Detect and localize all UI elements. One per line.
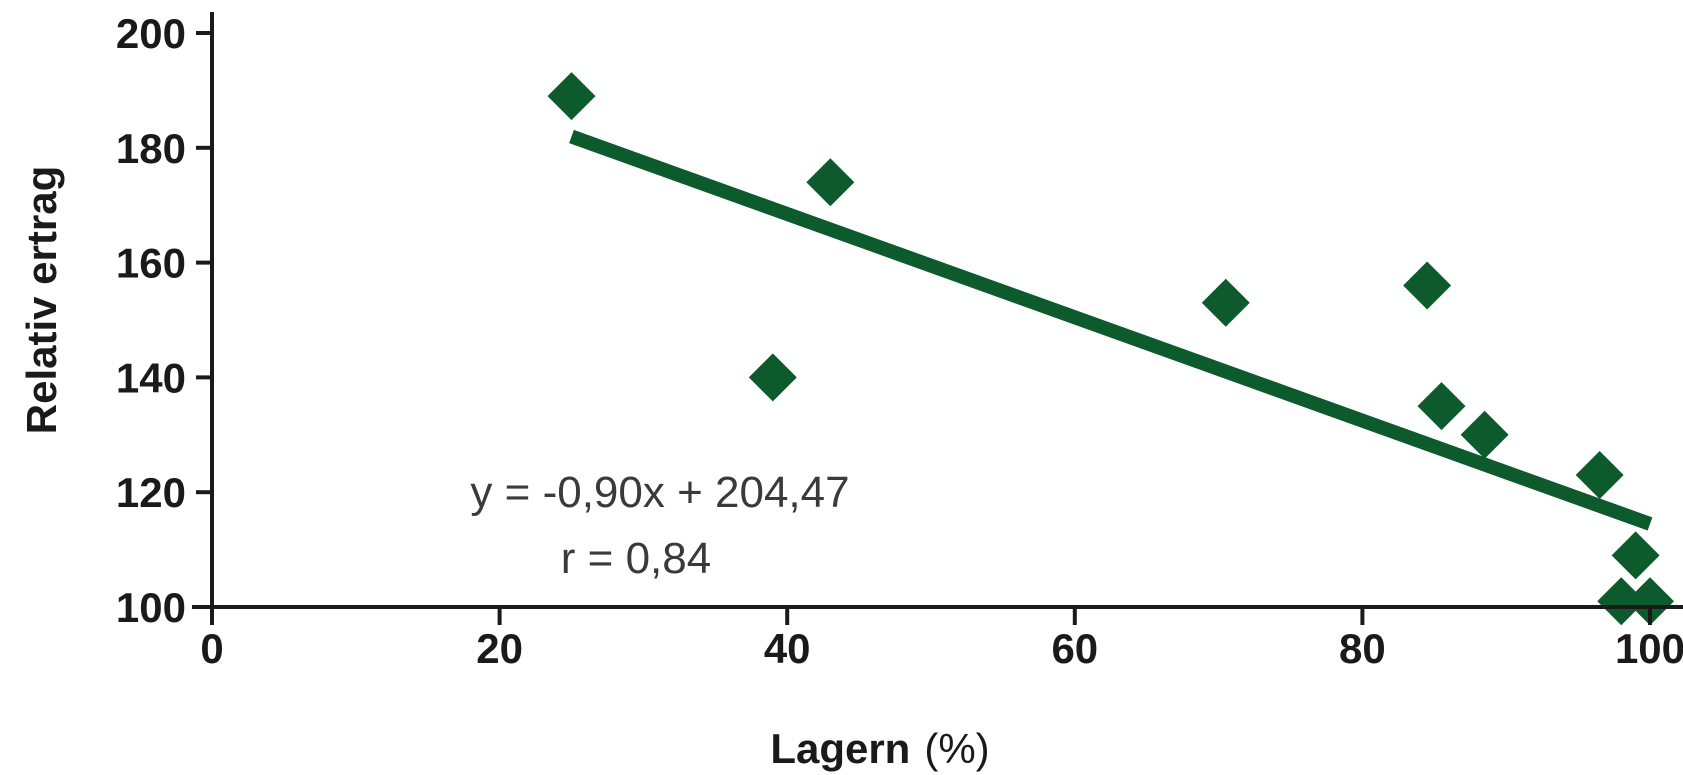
data-point — [1201, 278, 1250, 327]
x-tick-label: 20 — [476, 625, 523, 672]
x-axis-title: Lagern (%) — [770, 725, 989, 772]
data-points-layer — [547, 72, 1674, 626]
y-tick-label: 140 — [116, 354, 186, 401]
data-point — [1403, 261, 1452, 310]
y-tick-label: 160 — [116, 240, 186, 287]
data-point — [748, 353, 797, 402]
y-tick-label: 100 — [116, 584, 186, 631]
trendline — [569, 129, 1653, 531]
data-point — [1417, 382, 1466, 431]
data-point — [1611, 531, 1660, 580]
x-axis-unit: (%) — [924, 725, 989, 772]
x-axis-label: Lagern — [770, 725, 910, 772]
data-point — [1460, 410, 1509, 459]
x-tick-label: 80 — [1339, 625, 1386, 672]
data-point — [1575, 450, 1624, 499]
data-point — [547, 72, 596, 121]
data-point — [1626, 577, 1674, 626]
y-tick-label: 180 — [116, 125, 186, 172]
regression-equation: y = -0,90x + 204,47 — [470, 468, 849, 517]
y-tick-label: 120 — [116, 469, 186, 516]
axes-layer: 100 120 140 160 180 200 0 20 40 60 80 100 — [116, 10, 1683, 672]
y-axis-title: Relativ ertrag — [18, 166, 65, 434]
trendline-layer — [569, 129, 1653, 531]
data-point — [1597, 577, 1646, 626]
x-tick-label: 40 — [764, 625, 811, 672]
y-tick-label: 200 — [116, 10, 186, 57]
x-tick-label: 60 — [1051, 625, 1098, 672]
x-tick-label: 0 — [200, 625, 223, 672]
x-tick-label: 100 — [1615, 625, 1683, 672]
data-point — [806, 158, 855, 207]
correlation-coefficient: r = 0,84 — [561, 534, 711, 583]
